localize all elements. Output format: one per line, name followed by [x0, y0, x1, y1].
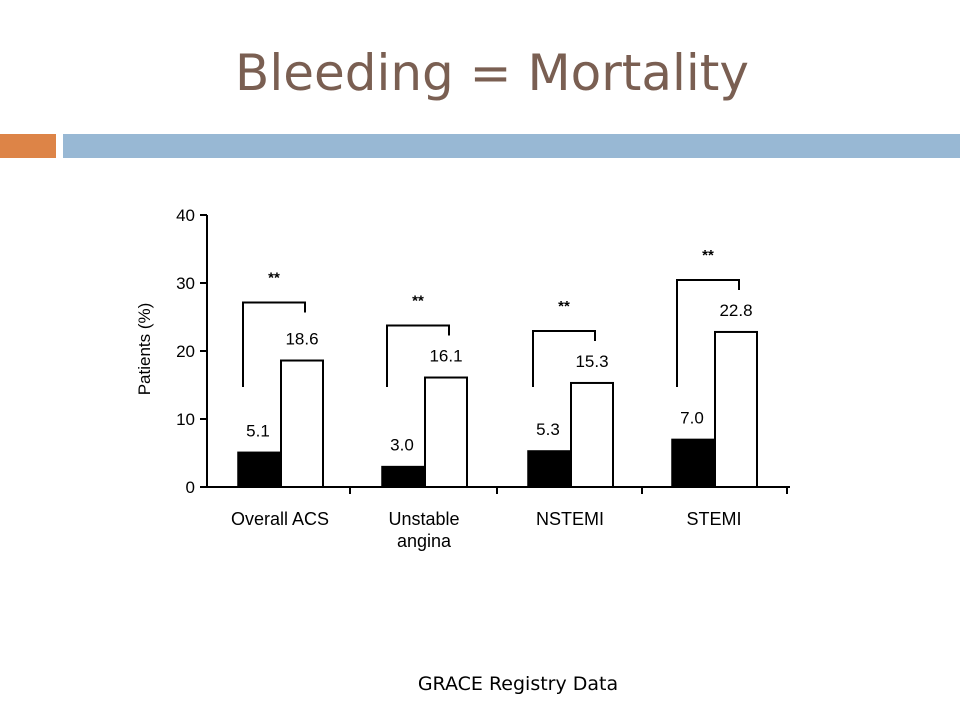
- source-footnote: GRACE Registry Data: [417, 673, 619, 695]
- accent-bar-orange: [0, 134, 56, 158]
- slide-title: Bleeding = Mortality: [235, 44, 749, 102]
- y-tick-label: 0: [186, 478, 195, 497]
- data-label-no-bleeding: 3.0: [390, 436, 414, 455]
- bar-no-bleeding: [237, 451, 281, 488]
- x-category-label: Overall ACS: [231, 509, 329, 529]
- data-label-bleeding: 15.3: [575, 352, 608, 371]
- significance-marker: **: [412, 293, 424, 310]
- significance-bracket: [242, 301, 306, 387]
- significance-marker: **: [558, 298, 570, 315]
- accent-bar-blue: [63, 134, 960, 158]
- data-label-no-bleeding: 5.1: [246, 421, 270, 440]
- data-label-no-bleeding: 5.3: [536, 420, 560, 439]
- bar-no-bleeding: [381, 465, 425, 488]
- data-label-bleeding: 18.6: [285, 330, 318, 349]
- significance-bracket: [532, 329, 596, 387]
- x-category-label: Unstable: [388, 509, 459, 529]
- x-category-label: STEMI: [686, 509, 741, 529]
- y-tick-label: 20: [176, 342, 195, 361]
- data-label-bleeding: 22.8: [719, 301, 752, 320]
- bar-no-bleeding: [527, 450, 571, 488]
- data-label-bleeding: 16.1: [429, 347, 462, 366]
- bar-bleeding: [280, 359, 324, 488]
- bar-bleeding: [714, 330, 758, 488]
- significance-bracket: [676, 278, 740, 387]
- significance-marker: **: [702, 247, 714, 264]
- y-axis-label: Patients (%): [135, 303, 154, 396]
- bar-no-bleeding: [671, 438, 715, 488]
- x-category-label: NSTEMI: [536, 509, 604, 529]
- y-tick-label: 30: [176, 274, 195, 293]
- significance-bracket: [386, 324, 450, 387]
- y-tick-label: 10: [176, 410, 195, 429]
- bar-bleeding: [570, 381, 614, 488]
- x-category-label: angina: [397, 531, 452, 551]
- bar-bleeding: [424, 376, 468, 488]
- significance-marker: **: [268, 270, 280, 287]
- y-tick-label: 40: [176, 206, 195, 225]
- data-label-no-bleeding: 7.0: [680, 408, 704, 427]
